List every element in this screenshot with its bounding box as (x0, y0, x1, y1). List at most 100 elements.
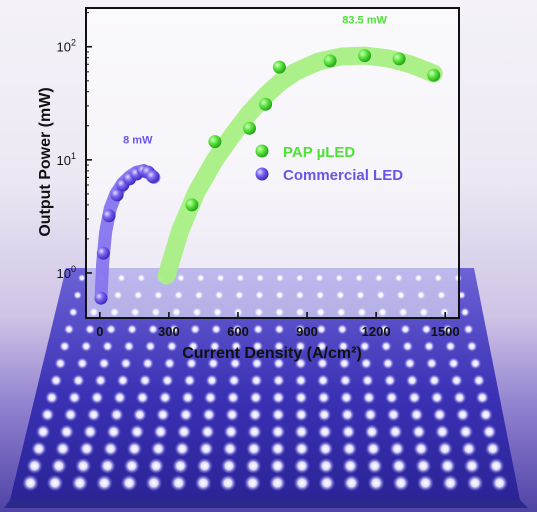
led-dot (46, 474, 64, 492)
led-dot (294, 441, 310, 457)
led-dot (294, 357, 307, 370)
led-dot (123, 457, 140, 474)
pap-uled-point (259, 97, 273, 111)
led-dot (72, 374, 85, 387)
led-dot (198, 441, 214, 457)
led-dot (294, 407, 309, 422)
led-dot (54, 357, 67, 370)
led-dot (82, 424, 98, 440)
led-dot (153, 424, 169, 440)
legend-label-commercial-led: Commercial LED (283, 167, 403, 184)
led-dot (63, 407, 78, 422)
led-dot (469, 357, 482, 370)
led-dot (453, 390, 467, 405)
led-dot (222, 441, 238, 457)
led-dot-grid (22, 273, 508, 492)
led-dot (318, 474, 336, 492)
commercial-led-point (146, 170, 160, 184)
led-dot (45, 390, 59, 405)
led-dot (132, 407, 147, 422)
led-dot (341, 441, 358, 457)
led-dot (295, 324, 306, 335)
led-dot (116, 374, 130, 387)
led-dot (390, 457, 408, 474)
led-dot (337, 340, 349, 352)
led-dot (120, 474, 138, 492)
led-dot (181, 390, 195, 405)
led-dot (475, 390, 489, 405)
led-dot (99, 457, 116, 474)
led-dot (270, 424, 286, 440)
led-dot (269, 457, 286, 474)
led-dot (90, 390, 104, 405)
led-dot (210, 324, 222, 335)
led-dot (339, 374, 352, 387)
led-dot (26, 457, 43, 474)
led-dot (409, 407, 424, 422)
led-dot (358, 324, 369, 335)
commercial-led-point (102, 209, 116, 223)
led-dot (392, 474, 410, 492)
led-dot (251, 357, 263, 370)
led-dot (185, 357, 198, 370)
legend: PAP µLED Commercial LED (255, 144, 403, 184)
led-dot (96, 474, 113, 492)
led-dot (163, 357, 176, 370)
data-points (94, 49, 441, 305)
led-dot (382, 357, 394, 370)
led-dot (161, 374, 174, 387)
led-dot (35, 424, 51, 440)
x-tick-label: 1500 (431, 324, 460, 339)
y-axis-label: Output Power (mW) (37, 87, 54, 236)
led-dot (194, 474, 212, 492)
led-dot (77, 273, 87, 283)
led-dot (75, 457, 92, 474)
legend-label-pap-uled: PAP µLED (283, 144, 355, 161)
led-dot (421, 324, 432, 335)
led-dot (174, 441, 190, 457)
led-dot (439, 457, 456, 474)
led-dot (176, 424, 192, 440)
led-dot (203, 390, 218, 405)
led-dot (294, 424, 309, 440)
led-dot (488, 457, 505, 474)
led-dot (94, 374, 107, 387)
legend-marker-pap-uled (255, 144, 269, 158)
led-dot (388, 424, 403, 440)
led-dot (491, 474, 508, 492)
led-dot (138, 374, 152, 387)
led-dot (109, 407, 124, 422)
led-dot (63, 324, 75, 335)
led-dot (145, 474, 163, 492)
led-dot (202, 407, 216, 422)
led-dot (318, 457, 335, 474)
led-dot (342, 457, 359, 474)
led-dot (189, 324, 201, 335)
led-dot (155, 407, 170, 422)
led-dot (367, 474, 385, 492)
led-dot (80, 340, 92, 352)
led-dot (205, 374, 219, 387)
led-dot (417, 474, 434, 492)
led-dot (147, 324, 159, 335)
pap-uled-point (185, 198, 199, 212)
led-dot (168, 324, 180, 335)
commercial-led-point (94, 291, 108, 305)
led-dot (402, 340, 414, 352)
led-dot (405, 374, 419, 387)
led-dot (379, 324, 390, 335)
led-dot (389, 441, 405, 457)
led-dot (170, 474, 188, 492)
led-dot (317, 390, 331, 405)
led-dot (102, 340, 114, 352)
led-dot (102, 441, 119, 457)
led-dot (423, 340, 435, 352)
x-tick-label: 900 (296, 324, 318, 339)
led-dot (366, 457, 383, 474)
led-dot (316, 324, 327, 335)
pap-uled-point (323, 54, 337, 68)
led-dot (67, 390, 82, 405)
led-dot (98, 357, 111, 370)
led-dot (209, 340, 221, 352)
led-dot (400, 324, 411, 335)
